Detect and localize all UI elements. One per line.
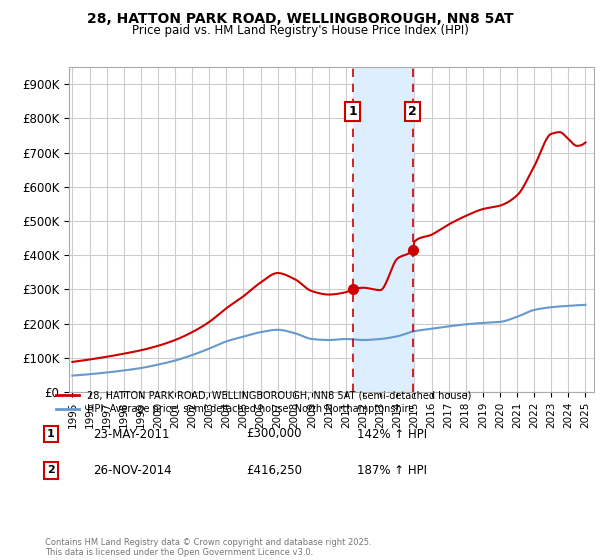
Text: 187% ↑ HPI: 187% ↑ HPI — [357, 464, 427, 477]
Bar — [353, 67, 413, 392]
Text: 28, HATTON PARK ROAD, WELLINGBOROUGH, NN8 5AT: 28, HATTON PARK ROAD, WELLINGBOROUGH, NN… — [86, 12, 514, 26]
Text: HPI: Average price, semi-detached house, North Northamptonshire: HPI: Average price, semi-detached house,… — [87, 404, 415, 414]
Text: 2: 2 — [409, 105, 417, 118]
Text: 23-MAY-2011: 23-MAY-2011 — [93, 427, 170, 441]
Text: 26-NOV-2014: 26-NOV-2014 — [93, 464, 172, 477]
Text: 1: 1 — [348, 105, 357, 118]
Text: Price paid vs. HM Land Registry's House Price Index (HPI): Price paid vs. HM Land Registry's House … — [131, 24, 469, 36]
Text: £416,250: £416,250 — [246, 464, 302, 477]
Text: 2: 2 — [47, 465, 55, 475]
Text: 142% ↑ HPI: 142% ↑ HPI — [357, 427, 427, 441]
Text: Contains HM Land Registry data © Crown copyright and database right 2025.
This d: Contains HM Land Registry data © Crown c… — [45, 538, 371, 557]
Text: £300,000: £300,000 — [246, 427, 302, 441]
Text: 1: 1 — [47, 429, 55, 439]
Text: 28, HATTON PARK ROAD, WELLINGBOROUGH, NN8 5AT (semi-detached house): 28, HATTON PARK ROAD, WELLINGBOROUGH, NN… — [87, 390, 472, 400]
